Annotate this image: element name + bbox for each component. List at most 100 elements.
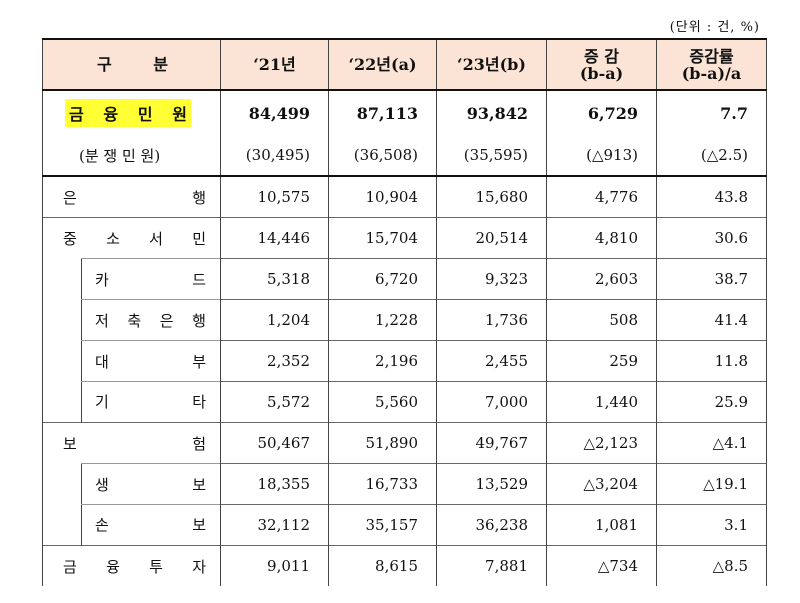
complaints-table: 구 분 ‘21년 ‘22년(a) ‘23년(b) 증 감 (b-a) 증감률 (…: [42, 38, 767, 586]
unit-note: (단위 : 건, %): [669, 20, 760, 35]
sector-cell: 50,467: [220, 422, 329, 464]
summary-label-char: 융: [103, 105, 119, 124]
sector-label-char: 카: [95, 270, 109, 289]
indent-divider: [81, 503, 82, 546]
sector-label-char: 소: [106, 229, 120, 248]
header-rate-line2: (b-a)/a: [681, 63, 742, 83]
sector-cell: 2,196: [328, 340, 437, 382]
sector-label-char: 타: [192, 393, 206, 412]
sector-cell: 5,572: [220, 381, 329, 423]
header-category-char: 분: [153, 55, 168, 74]
summary-cell: 84,499: [220, 90, 329, 135]
sector-label-char: 자: [192, 557, 206, 576]
sector-cell: 11.8: [656, 340, 767, 382]
summary-label-char: 원: [172, 105, 187, 124]
header-2021: ‘21년: [220, 38, 329, 91]
indent-divider: [81, 257, 82, 301]
dispute-cell: (△913): [546, 135, 657, 176]
sector-cell: 30.6: [656, 217, 767, 259]
sector-label-char: 부: [192, 352, 206, 371]
summary-label-char: 금: [69, 105, 84, 124]
sector-cell: 7,881: [436, 545, 547, 586]
sector-row: 기 타 5,572 5,560 7,000 1,440 25.9: [42, 380, 767, 423]
sector-label-char: 중: [63, 229, 77, 248]
sector-label-char: 행: [192, 188, 206, 207]
sector-cell: △3,204: [546, 463, 657, 505]
summary-cell: 6,729: [546, 90, 657, 135]
sector-cell: △4.1: [656, 422, 767, 464]
header-2023: ‘23년(b): [436, 38, 547, 91]
sector-cell: 2,603: [546, 258, 657, 300]
sector-cell: 508: [546, 299, 657, 341]
sector-row: 중 소 서 민 14,446 15,704 20,514 4,810 30.6: [42, 217, 767, 259]
sector-cell: △19.1: [656, 463, 767, 505]
sector-cell: 16,733: [328, 463, 437, 505]
sector-label-char: 보: [192, 516, 206, 535]
sector-cell: 51,890: [328, 422, 437, 464]
sector-cell: 32,112: [220, 504, 329, 546]
sector-label-char: 융: [106, 557, 120, 576]
sector-label-char: 투: [149, 557, 163, 576]
summary-cell: 7.7: [656, 90, 767, 135]
sector-row: 금 융 투 자 9,011 8,615 7,881 △734 △8.5: [42, 545, 767, 586]
summary-label-char: 민: [137, 105, 153, 124]
sector-cell: 7,000: [436, 381, 547, 423]
sub-row-divider: [81, 339, 220, 341]
sector-row: 저 축 은 행 1,204 1,228 1,736 508 41.4: [42, 298, 767, 342]
header-change-line1: 증 감: [583, 46, 619, 66]
sector-cell: 9,011: [220, 545, 329, 586]
sector-cell: 13,529: [436, 463, 547, 505]
sector-row: 손 보 32,112 35,157 36,238 1,081 3.1: [42, 503, 767, 546]
sector-cell: 25.9: [656, 381, 767, 423]
sector-label-char: 대: [95, 352, 109, 371]
sector-row: 은 행 10,575 10,904 15,680 4,776 43.8: [42, 175, 767, 218]
sector-cell: 9,323: [436, 258, 547, 300]
indent-divider: [81, 339, 82, 383]
header-category: 구 분: [42, 38, 221, 91]
sector-label-char: 금: [63, 557, 77, 576]
header-2022: ‘22년(a): [328, 38, 437, 91]
sector-label-char: 보: [192, 475, 206, 494]
dispute-label: (분 쟁 민 원): [42, 135, 221, 176]
sector-label-char: 보: [63, 434, 77, 453]
sector-cell: 18,355: [220, 463, 329, 505]
sector-label-char: 은: [63, 188, 77, 207]
sector-label-char: 생: [95, 475, 109, 494]
sector-label-char: 서: [149, 229, 163, 248]
sector-label-char: 민: [192, 229, 206, 248]
sector-row: 대 부 2,352 2,196 2,455 259 11.8: [42, 339, 767, 383]
sector-label-char: 저: [95, 311, 109, 330]
header-rate-line1: 증감률: [689, 46, 734, 66]
sector-cell: 1,204: [220, 299, 329, 341]
sector-row: 생 보 18,355 16,733 13,529 △3,204 △19.1: [42, 462, 767, 506]
dispute-cell: (△2.5): [656, 135, 767, 176]
sector-cell: 36,238: [436, 504, 547, 546]
sector-cell: 35,157: [328, 504, 437, 546]
sector-cell: 259: [546, 340, 657, 382]
summary-cell: 87,113: [328, 90, 437, 135]
sector-cell: 41.4: [656, 299, 767, 341]
sector-cell: 43.8: [656, 175, 767, 218]
header-row: 구 분 ‘21년 ‘22년(a) ‘23년(b) 증 감 (b-a) 증감률 (…: [42, 38, 767, 91]
sector-label-char: 은: [159, 311, 174, 330]
sector-row: 카 드 5,318 6,720 9,323 2,603 38.7: [42, 257, 767, 301]
sub-row-divider: [81, 462, 220, 464]
sector-cell: 4,776: [546, 175, 657, 218]
sub-row-divider: [81, 503, 220, 505]
sector-cell: 1,440: [546, 381, 657, 423]
